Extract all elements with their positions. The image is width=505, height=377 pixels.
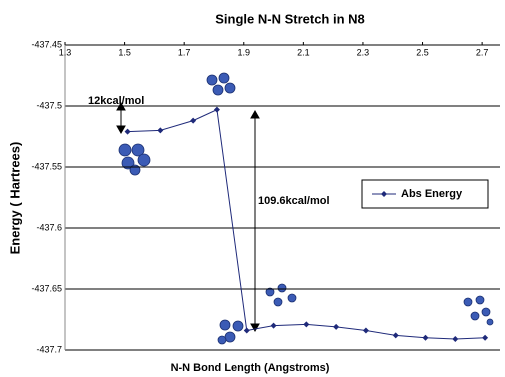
y-tick-label: -437.7 (36, 344, 62, 354)
arrows (117, 103, 259, 331)
point (482, 335, 488, 341)
point (244, 327, 250, 333)
y-tick-label: -437.5 (36, 100, 62, 110)
point (393, 332, 399, 338)
point (214, 107, 220, 113)
y-tick-label: -437.6 (36, 222, 62, 232)
y-axis-label: Energy ( Hartrees) (7, 142, 22, 255)
x-tick-label: 1.7 (178, 47, 191, 57)
series-line (128, 110, 486, 339)
y-tick-label: -437.45 (31, 39, 62, 49)
chart-title: Single N-N Stretch in N8 (215, 11, 365, 26)
point (363, 327, 369, 333)
point (303, 321, 309, 327)
y-tick-label: -437.55 (31, 161, 62, 171)
point (157, 127, 163, 133)
point (452, 336, 458, 342)
x-tick-label: 1.9 (238, 47, 251, 57)
point (271, 323, 277, 329)
point (423, 335, 429, 341)
annotation: 12kcal/mol (88, 95, 144, 107)
point (333, 324, 339, 330)
legend: Abs Energy (362, 180, 488, 208)
x-tick-label: 2.5 (416, 47, 429, 57)
point (125, 129, 131, 135)
x-tick-label: 1.3 (59, 47, 72, 57)
x-tick-label: 2.7 (476, 47, 489, 57)
x-axis-label: N-N Bond Length (Angstroms) (171, 362, 330, 374)
x-tick-label: 2.1 (297, 47, 310, 57)
annotation: 109.6kcal/mol (258, 195, 330, 207)
x-tick-label: 1.5 (118, 47, 131, 57)
point (190, 118, 196, 124)
x-tick-label: 2.3 (357, 47, 370, 57)
y-tick-label: -437.65 (31, 283, 62, 293)
chart: Single N-N Stretch in N8 N-N Bond Length… (0, 0, 505, 377)
legend-label: Abs Energy (401, 188, 463, 200)
